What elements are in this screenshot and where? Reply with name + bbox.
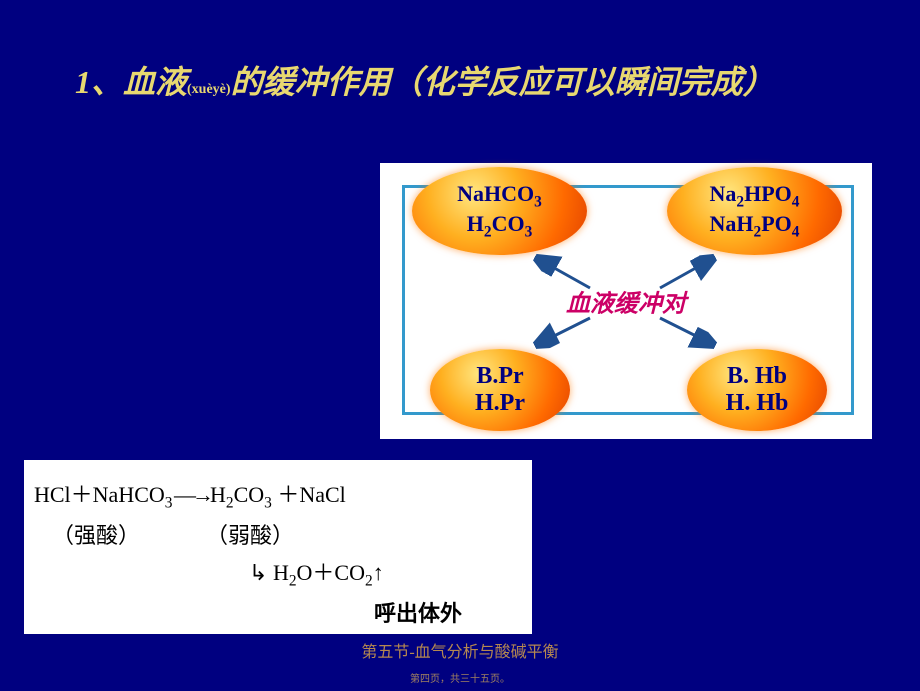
reaction-decompose: ↳ H2O＋CO2↑ [34,554,522,595]
bubble-br-line2: H. Hb [726,390,789,417]
title-pinyin: (xuèyè) [187,82,231,97]
buffer-diagram: NaHCO3 H2CO3 Na2HPO4 NaH2PO4 B.Pr H.Pr B… [380,163,872,439]
bubble-tl-line1: NaHCO3 [457,181,542,211]
title-suffix: 的缓冲作用（化学反应可以瞬间完成） [231,64,775,100]
bubble-phosphate: Na2HPO4 NaH2PO4 [667,167,842,255]
bubble-tr-line1: Na2HPO4 [710,181,800,211]
bubble-br-line1: B. Hb [727,363,787,390]
bubble-bl-line2: H.Pr [475,390,525,417]
title-prefix: 1、血液 [75,64,187,100]
slide-footer: 第五节-血气分析与酸碱平衡 [0,638,920,662]
reaction-labels: （强酸） （弱酸） [34,517,522,554]
slide-title: 1、血液(xuèyè)的缓冲作用（化学反应可以瞬间完成） [75,58,870,106]
reaction-box: HCl＋NaHCO3 —→H2CO3 ＋NaCl （强酸） （弱酸） ↳ H2O… [24,460,532,634]
bubble-bl-line1: B.Pr [476,363,523,390]
bubble-tr-line2: NaH2PO4 [710,211,800,241]
page-number: 第四页，共三十五页。 [0,670,920,685]
bubble-tl-line2: H2CO3 [467,211,533,241]
diagram-center-label: 血液缓冲对 [566,284,686,319]
bubble-protein: B.Pr H.Pr [430,349,570,431]
bubble-hemoglobin: B. Hb H. Hb [687,349,827,431]
reaction-exhale: 呼出体外 [34,595,522,632]
reaction-equation: HCl＋NaHCO3 —→H2CO3 ＋NaCl [34,476,522,517]
bubble-bicarbonate: NaHCO3 H2CO3 [412,167,587,255]
